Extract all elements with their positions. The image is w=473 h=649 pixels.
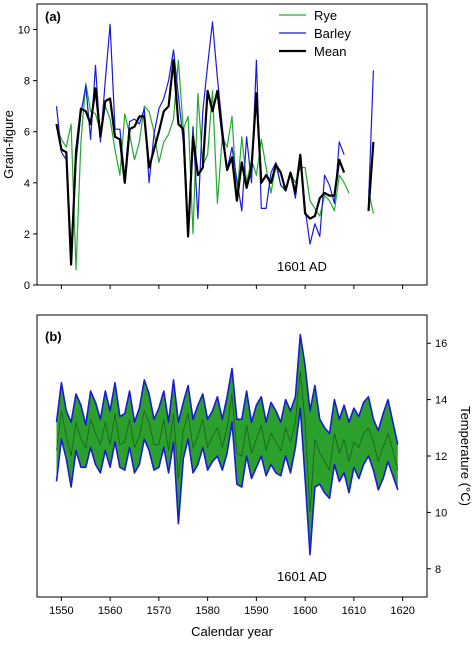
legend: Rye Barley Mean	[279, 8, 351, 59]
x-tick-label: 1620	[390, 605, 414, 617]
panel-a-x-axis	[60, 285, 404, 289]
panel-b-annotation: 1601 AD	[277, 569, 327, 584]
legend-item-mean: Mean	[279, 44, 347, 59]
panel-a: 0 2 4 6 8 10 (a) 1601 AD Grain-figure Rye Barl…	[1, 3, 428, 292]
y-tick-label: 14	[435, 395, 447, 407]
y-tick-label: 4	[24, 178, 30, 190]
panel-b-y-label: Temperature (°C)	[458, 406, 473, 506]
panel-b-y-axis: 8 10 12 14 16	[427, 338, 447, 576]
panel-a-series	[55, 21, 375, 271]
legend-label: Barley	[314, 26, 351, 41]
series-line-lower	[55, 407, 399, 556]
y-tick-label: 0	[24, 280, 30, 292]
panel-a-annotation: 1601 AD	[277, 259, 327, 274]
x-tick-label: 1570	[147, 605, 171, 617]
y-tick-label: 8	[435, 564, 441, 576]
panel-b-x-axis: 1550 1560 1570 1580 1590 1600 1610 1620	[49, 597, 415, 617]
y-tick-label: 6	[24, 127, 30, 139]
panel-b-series	[55, 333, 399, 556]
series-line-upper	[55, 333, 399, 445]
panel-a-frame	[36, 3, 428, 286]
series-line-mean	[56, 370, 399, 513]
panel-a-y-label: Grain-figure	[1, 110, 16, 179]
x-tick-label: 1550	[49, 605, 73, 617]
panel-b: 8 10 12 14 16 1550 1560 1570 1580 1590 1600 1610 16…	[36, 314, 473, 639]
y-tick-label: 2	[24, 229, 30, 241]
x-tick-label: 1600	[293, 605, 317, 617]
x-axis-label: Calendar year	[191, 624, 273, 639]
confidence-band	[56, 334, 398, 555]
y-tick-label: 16	[435, 338, 447, 350]
x-tick-label: 1580	[195, 605, 219, 617]
panel-a-label: (a)	[45, 9, 61, 24]
series-line-mean	[367, 141, 375, 211]
y-tick-label: 8	[24, 76, 30, 88]
y-tick-label: 12	[435, 451, 447, 463]
panel-b-label: (b)	[45, 329, 62, 344]
legend-label: Rye	[314, 8, 337, 23]
x-tick-label: 1560	[98, 605, 122, 617]
x-tick-label: 1590	[244, 605, 268, 617]
series-line-mean	[55, 59, 346, 266]
series-mean	[55, 59, 375, 266]
legend-item-barley: Barley	[279, 26, 351, 41]
y-tick-label: 10	[435, 507, 447, 519]
legend-label: Mean	[314, 44, 347, 59]
series-line-barley	[367, 70, 374, 204]
panel-a-y-axis: 0 2 4 6 8 10	[18, 25, 37, 292]
y-tick-label: 10	[18, 25, 30, 37]
legend-item-rye: Rye	[279, 8, 337, 23]
x-tick-label: 1610	[342, 605, 366, 617]
